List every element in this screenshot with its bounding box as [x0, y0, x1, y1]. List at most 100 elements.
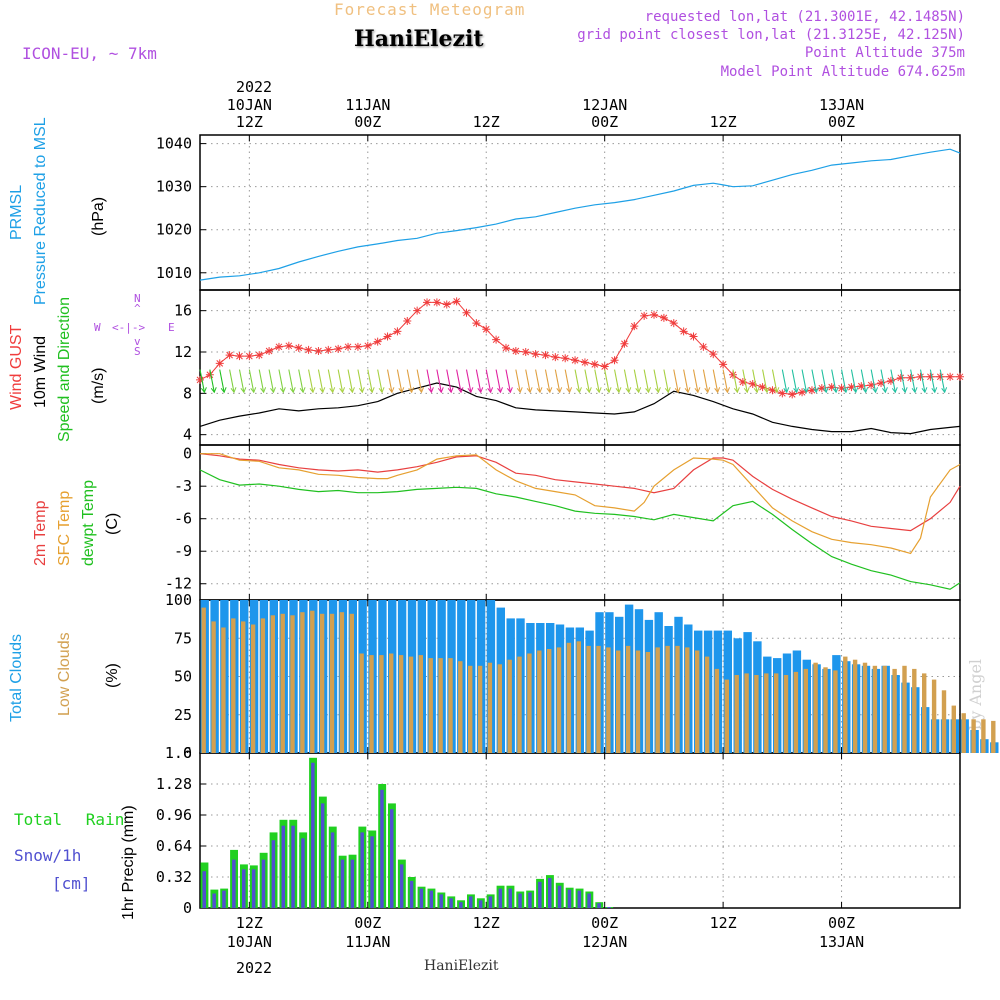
low-cloud-bar — [250, 624, 256, 753]
top-day-label-5: 13JAN — [819, 96, 864, 114]
low-cloud-bar — [221, 627, 226, 753]
wind-direction-arrow — [673, 369, 679, 393]
low-cloud-bar — [329, 613, 335, 753]
low-cloud-bar — [260, 618, 266, 753]
snow-bar — [607, 907, 611, 908]
gust-marker — [561, 354, 570, 363]
gust-marker — [353, 342, 362, 351]
bottom-hour-label-3: 00Z — [591, 914, 618, 932]
snow-bar — [409, 880, 414, 908]
wind-direction-arrowhead — [891, 387, 898, 394]
wind-frame — [199, 289, 961, 446]
pressure-ytick-label-0: 1010 — [156, 264, 192, 282]
wind-direction-arrowhead — [753, 387, 760, 394]
wind-direction-arrow — [377, 369, 383, 393]
wind-direction-arrow — [900, 369, 906, 393]
clouds-ytick-label-2: 50 — [174, 668, 192, 686]
pressure-frame — [199, 134, 961, 291]
wind-direction-arrow — [702, 369, 709, 393]
wind-line — [199, 382, 961, 435]
snow-bar — [251, 869, 256, 909]
snow-bar — [548, 878, 552, 908]
wind-direction-arrow — [258, 369, 265, 393]
compass-s: S — [134, 345, 141, 358]
low-cloud-bar — [941, 690, 947, 753]
gust-marker — [314, 346, 323, 355]
low-cloud-bar — [813, 662, 818, 753]
wind-direction-arrow — [870, 369, 877, 393]
gust-marker — [738, 377, 747, 386]
gust-marker — [580, 358, 589, 367]
wind-direction-arrowhead — [743, 387, 750, 394]
low-cloud-bar — [566, 642, 572, 753]
wind-direction-arrowhead — [605, 387, 612, 394]
wind-direction-arrow — [426, 369, 432, 393]
temp-ytick-label-0: 0 — [183, 445, 192, 463]
wind-direction-arrowhead — [931, 387, 938, 394]
top-day-label-1: 11JAN — [345, 96, 390, 114]
wind-direction-arrow — [614, 369, 620, 393]
gust-marker — [817, 384, 826, 393]
total-rain-label: Total Rain — [14, 810, 125, 829]
wind-direction-arrowhead — [289, 387, 296, 394]
wind-direction-arrowhead — [704, 387, 711, 394]
snow-bar — [439, 894, 443, 908]
low-cloud-bar — [231, 618, 236, 753]
wind-direction-arrow — [791, 369, 798, 393]
wind-direction-arrowhead — [655, 387, 661, 394]
gust-marker — [827, 383, 836, 392]
wind-direction-arrow — [831, 369, 837, 393]
low-cloud-bar — [852, 659, 858, 753]
low-cloud-bar — [764, 673, 769, 753]
gust-marker — [620, 339, 629, 348]
wind-direction-arrowhead — [339, 387, 346, 394]
low-cloud-bar — [991, 720, 996, 753]
gust-marker — [482, 325, 491, 334]
snow-bar — [311, 762, 315, 908]
low-cloud-bar — [270, 615, 275, 753]
wind-direction-arrowhead — [210, 387, 217, 394]
snow-bar — [222, 890, 226, 908]
wind-direction-arrowhead — [793, 387, 800, 394]
gust-marker — [225, 351, 234, 360]
wind-direction-arrow — [278, 369, 284, 393]
wind-direction-arrow — [821, 369, 827, 393]
wind-direction-arrow — [525, 369, 531, 393]
low-cloud-bar — [527, 653, 532, 753]
wind-direction-arrowhead — [437, 387, 444, 394]
wind-direction-arrowhead — [556, 387, 563, 394]
low-cloud-bar — [468, 665, 473, 753]
wind-direction-arrow — [308, 369, 314, 393]
gust-marker — [423, 298, 432, 307]
gust-marker — [699, 342, 708, 351]
wind-direction-arrow — [386, 369, 393, 393]
snow-bar — [587, 893, 591, 908]
low-cloud-bar — [369, 655, 374, 753]
clouds-ytick-label-0: 0 — [183, 744, 192, 762]
wind-direction-arrow — [633, 369, 640, 393]
wind-direction-arrowhead — [428, 387, 434, 394]
low-cloud-bar — [428, 658, 433, 753]
snow-bar — [291, 825, 295, 908]
gust-marker — [946, 372, 955, 381]
top-day-label-0: 10JAN — [227, 96, 272, 114]
wind-direction-arrow — [357, 369, 363, 393]
wind-direction-arrow — [209, 369, 215, 393]
wind-ytick-label-3: 16 — [174, 302, 192, 320]
gust-marker — [571, 356, 580, 365]
precip-ytick-label-0: 0 — [183, 899, 192, 917]
wind-direction-arrowhead — [862, 387, 869, 394]
gust-marker — [452, 297, 461, 306]
gust-marker — [728, 370, 737, 379]
clouds-ytick-label-1: 25 — [174, 706, 192, 724]
wind-direction-arrowhead — [842, 387, 849, 394]
temp-ytick-label-1: -3 — [174, 477, 192, 495]
top-hour-label-2: 12Z — [473, 113, 500, 131]
gust-marker — [837, 384, 846, 393]
wind-direction-arrowhead — [230, 387, 237, 394]
gust-marker — [630, 322, 639, 331]
gust-marker — [235, 352, 244, 361]
wind-direction-arrowhead — [358, 387, 365, 394]
snow-bar — [449, 898, 453, 908]
footer-station: HaniElezit — [424, 958, 499, 974]
